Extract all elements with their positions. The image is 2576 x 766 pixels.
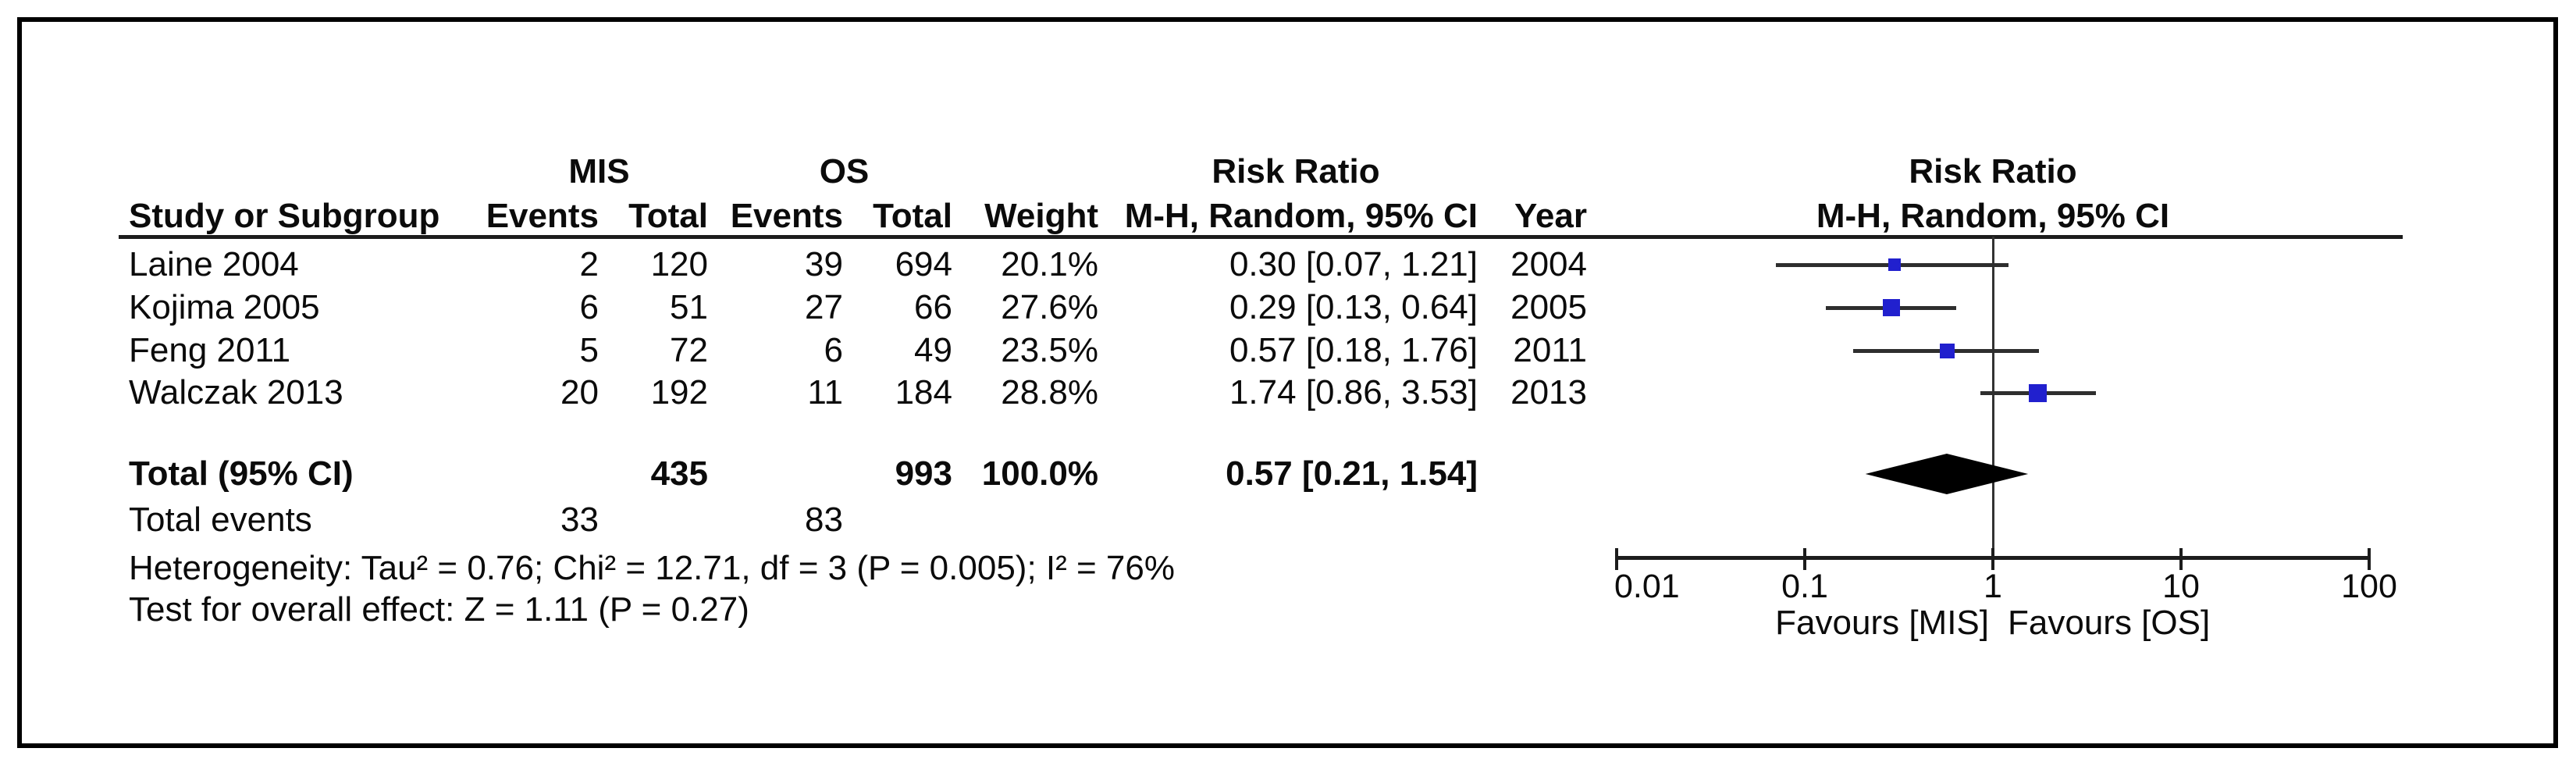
rr-ci-cell: 0.30 [0.07, 1.21] bbox=[1229, 245, 1478, 283]
mis-events-cell: 20 bbox=[560, 373, 599, 412]
study-label: Laine 2004 bbox=[129, 245, 299, 283]
study-label: Walczak 2013 bbox=[129, 373, 343, 412]
total-events-mis: 33 bbox=[560, 501, 599, 539]
axis-tick-label: 100 bbox=[2341, 568, 2397, 605]
os-events-cell: 6 bbox=[824, 331, 843, 369]
total-label: Total (95% CI) bbox=[129, 454, 354, 493]
group-header-os: OS bbox=[819, 152, 870, 191]
axis-tick bbox=[2179, 548, 2183, 570]
year-cell: 2004 bbox=[1510, 245, 1587, 283]
study-label: Feng 2011 bbox=[129, 331, 291, 369]
effect-square bbox=[1939, 343, 1955, 358]
total-mis-total: 435 bbox=[650, 454, 708, 493]
weight-cell: 23.5% bbox=[1001, 331, 1098, 369]
year-cell: 2011 bbox=[1513, 331, 1587, 369]
os-events-cell: 27 bbox=[805, 288, 843, 326]
total-os-total: 993 bbox=[895, 454, 952, 493]
total-rr-ci: 0.57 [0.21, 1.54] bbox=[1226, 454, 1478, 493]
weight-cell: 27.6% bbox=[1001, 288, 1098, 326]
os-total-cell: 49 bbox=[914, 331, 952, 369]
rr-ci-cell: 1.74 [0.86, 3.53] bbox=[1229, 373, 1478, 412]
overall-effect-text: Test for overall effect: Z = 1.11 (P = 0… bbox=[129, 590, 749, 629]
col-header-os-events: Events bbox=[730, 197, 843, 235]
weight-cell: 28.8% bbox=[1001, 373, 1098, 412]
mis-total-cell: 72 bbox=[670, 331, 708, 369]
col-header-mis-events: Events bbox=[486, 197, 599, 235]
summary-diamond bbox=[1865, 454, 2029, 494]
os-total-cell: 66 bbox=[914, 288, 952, 326]
axis-tick-label: 10 bbox=[2162, 568, 2200, 605]
mis-events-cell: 6 bbox=[579, 288, 599, 326]
os-total-cell: 184 bbox=[895, 373, 952, 412]
weight-cell: 20.1% bbox=[1001, 245, 1098, 283]
os-total-cell: 694 bbox=[895, 245, 952, 283]
header-rule bbox=[119, 235, 2403, 239]
favours-right-label: Favours [OS] bbox=[2008, 604, 2211, 642]
null-effect-line bbox=[1991, 237, 1994, 560]
col-header-weight: Weight bbox=[984, 197, 1098, 235]
mis-total-cell: 120 bbox=[650, 245, 708, 283]
heterogeneity-text: Heterogeneity: Tau² = 0.76; Chi² = 12.71… bbox=[129, 549, 1175, 587]
axis-tick-label: 1 bbox=[1984, 568, 2002, 605]
axis-tick bbox=[1991, 548, 1994, 570]
col-header-study: Study or Subgroup bbox=[129, 197, 440, 235]
favours-left-label: Favours [MIS] bbox=[1775, 604, 1989, 642]
effect-square bbox=[1888, 258, 1901, 271]
total-events-label: Total events bbox=[129, 501, 312, 539]
col-header-mis-total: Total bbox=[628, 197, 708, 235]
rr-ci-cell: 0.57 [0.18, 1.76] bbox=[1229, 331, 1478, 369]
axis-tick-label: 0.1 bbox=[1781, 568, 1828, 605]
effect-square bbox=[2029, 383, 2048, 402]
effect-square bbox=[1883, 299, 1901, 316]
mis-events-cell: 2 bbox=[579, 245, 599, 283]
figure-border bbox=[17, 17, 2558, 748]
mis-events-cell: 5 bbox=[579, 331, 599, 369]
axis-tick bbox=[1803, 548, 1806, 570]
axis-tick-label: 0.01 bbox=[1614, 568, 1680, 605]
mis-total-cell: 192 bbox=[650, 373, 708, 412]
rr-ci-cell: 0.29 [0.13, 0.64] bbox=[1229, 288, 1478, 326]
study-label: Kojima 2005 bbox=[129, 288, 320, 326]
axis-tick bbox=[1615, 548, 1618, 570]
col-header-os-total: Total bbox=[873, 197, 952, 235]
axis-tick bbox=[2368, 548, 2371, 570]
col-header-year: Year bbox=[1514, 197, 1587, 235]
col-header-mh-ci: M-H, Random, 95% CI bbox=[1124, 197, 1478, 235]
group-header-mis: MIS bbox=[568, 152, 630, 191]
os-events-cell: 39 bbox=[805, 245, 843, 283]
total-weight: 100.0% bbox=[981, 454, 1098, 493]
os-events-cell: 11 bbox=[807, 373, 843, 412]
plot-subtitle: M-H, Random, 95% CI bbox=[1816, 197, 2170, 235]
mis-total-cell: 51 bbox=[670, 288, 708, 326]
year-cell: 2005 bbox=[1510, 288, 1587, 326]
total-events-os: 83 bbox=[805, 501, 843, 539]
group-header-risk-ratio: Risk Ratio bbox=[1212, 152, 1380, 191]
plot-title: Risk Ratio bbox=[1909, 152, 2077, 191]
year-cell: 2013 bbox=[1510, 373, 1587, 412]
